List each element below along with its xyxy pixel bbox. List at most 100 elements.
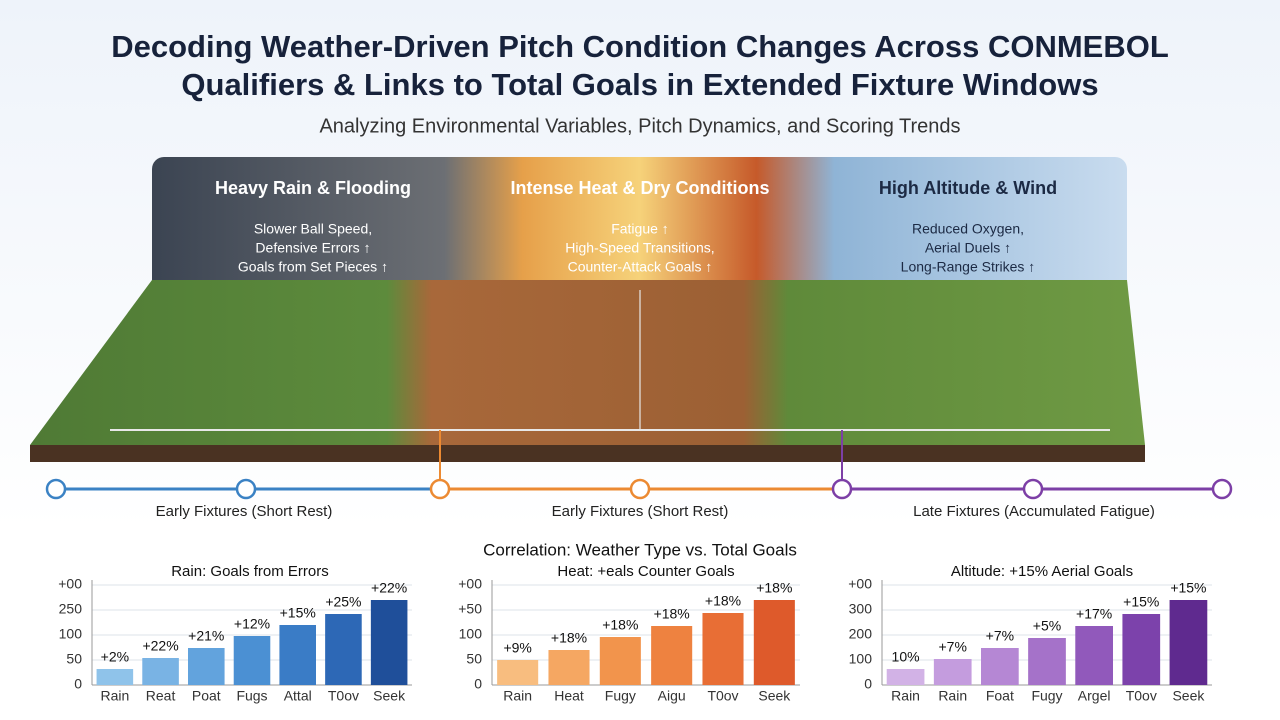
timeline-nodes [45,478,1233,500]
panel-line: Slower Ball Speed, [254,221,372,237]
x-tick-label: Rain [100,688,129,704]
bar [142,658,179,685]
bar-annotation: +9% [503,640,531,656]
bar-annotation: +21% [188,628,224,644]
bar [188,648,225,685]
bar-annotation: +18% [551,630,587,646]
bar-annotation: +5% [1033,618,1061,634]
x-tick-label: Attal [284,688,312,704]
x-tick-label: T0ov [707,688,738,704]
y-tick-label: 200 [849,626,873,642]
bar-annotation: +18% [654,606,690,622]
chart-area [0,530,1280,720]
bar [548,650,590,685]
y-tick-label: +00 [848,576,872,592]
bar [599,637,641,685]
bar-annotation: +18% [602,617,638,633]
subtitle: Analyzing Environmental Variables, Pitch… [319,115,960,137]
bar [325,614,362,685]
x-tick-label: Rain [938,688,967,704]
pitch [30,280,1145,445]
bar-annotation: +7% [939,639,967,655]
y-tick-label: 50 [66,651,82,667]
bar-annotation: +22% [142,638,178,654]
x-tick-label: Fugy [1031,688,1062,704]
bar-annotation: +18% [705,593,741,609]
title-line: Decoding Weather-Driven Pitch Condition … [111,29,1169,64]
y-tick-label: +50 [458,601,482,617]
panel-heading: Heavy Rain & Flooding [215,178,411,198]
x-tick-label: Rain [891,688,920,704]
bar-annotation: +18% [756,580,792,596]
x-tick-label: Seek [373,688,406,704]
bar-annotation: +22% [371,580,407,596]
bar-annotation: 10% [892,649,920,665]
y-tick-label: 100 [459,626,483,642]
panel-line: Long-Range Strikes ↑ [901,259,1036,275]
x-tick-label: Reat [146,688,176,704]
x-tick-label: Rain [503,688,532,704]
y-tick-label: 50 [466,651,482,667]
bar [497,660,539,685]
x-tick-label: Heat [554,688,584,704]
bar-annotation: +7% [986,628,1014,644]
x-tick-label: T0ov [328,688,359,704]
bar [1169,600,1208,685]
bar [279,625,316,685]
panel-line: Goals from Set Pieces ↑ [238,259,388,275]
bar [96,669,134,685]
bar [753,600,795,685]
x-tick-label: Argel [1078,688,1111,704]
panel-line: High-Speed Transitions, [565,240,714,256]
bar [651,626,693,685]
chart-title: Altitude: +15% Aerial Goals [951,563,1133,580]
bar-annotation: +17% [1076,606,1112,622]
y-tick-label: 250 [59,601,83,617]
y-tick-label: +00 [58,576,82,592]
bar-annotation: +25% [325,594,361,610]
y-tick-label: +00 [458,576,482,592]
bar [981,648,1019,685]
x-tick-label: Fugs [236,688,267,704]
bar [1028,638,1066,685]
bar-annotation: +15% [280,605,316,621]
x-tick-label: T0ov [1126,688,1157,704]
title-line: Qualifiers & Links to Total Goals in Ext… [181,67,1098,102]
panel-line: Defensive Errors ↑ [255,240,370,256]
timeline-label: Early Fixtures (Short Rest) [156,503,333,520]
pitch-base [30,445,1145,462]
y-tick-label: 100 [849,651,873,667]
panel-heading: Intense Heat & Dry Conditions [510,178,769,198]
y-tick-label: 0 [474,676,482,692]
panel-heading: High Altitude & Wind [879,178,1057,198]
timeline-label: Early Fixtures (Short Rest) [552,503,729,520]
bar-annotation: +2% [101,649,129,665]
bar [886,669,925,685]
x-tick-label: Poat [192,688,221,704]
chart-title: Heat: +eals Counter Goals [557,563,734,580]
bar [702,613,744,685]
x-tick-label: Seek [1172,688,1205,704]
y-tick-label: 0 [74,676,82,692]
panel-line: Reduced Oxygen, [912,221,1024,237]
y-tick-label: 300 [849,601,873,617]
bar-annotation: +12% [234,616,270,632]
bar-annotation: +15% [1123,594,1159,610]
chart-title: Rain: Goals from Errors [171,563,329,580]
bar [370,600,408,685]
x-tick-label: Foat [986,688,1014,704]
bar [1122,614,1161,685]
bar [233,636,271,685]
chart-heading: Correlation: Weather Type vs. Total Goal… [483,540,797,559]
y-tick-label: 100 [59,626,83,642]
bar [933,659,972,685]
x-tick-label: Aigu [658,688,686,704]
x-tick-label: Fugy [605,688,636,704]
panel-line: Fatigue ↑ [611,221,669,237]
x-tick-label: Seek [758,688,791,704]
panel-line: Counter-Attack Goals ↑ [568,259,713,275]
bar-annotation: +15% [1170,580,1206,596]
panel-line: Aerial Duels ↑ [925,240,1011,256]
